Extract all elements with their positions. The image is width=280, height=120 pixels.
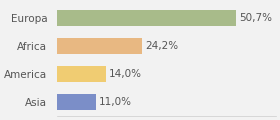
Text: 14,0%: 14,0% [109,69,142,79]
Text: 24,2%: 24,2% [145,41,178,51]
Text: 11,0%: 11,0% [99,97,132,107]
Bar [57,38,143,54]
Bar [57,10,236,26]
Bar [57,66,106,82]
Text: 50,7%: 50,7% [239,13,272,23]
Bar [57,94,96,110]
